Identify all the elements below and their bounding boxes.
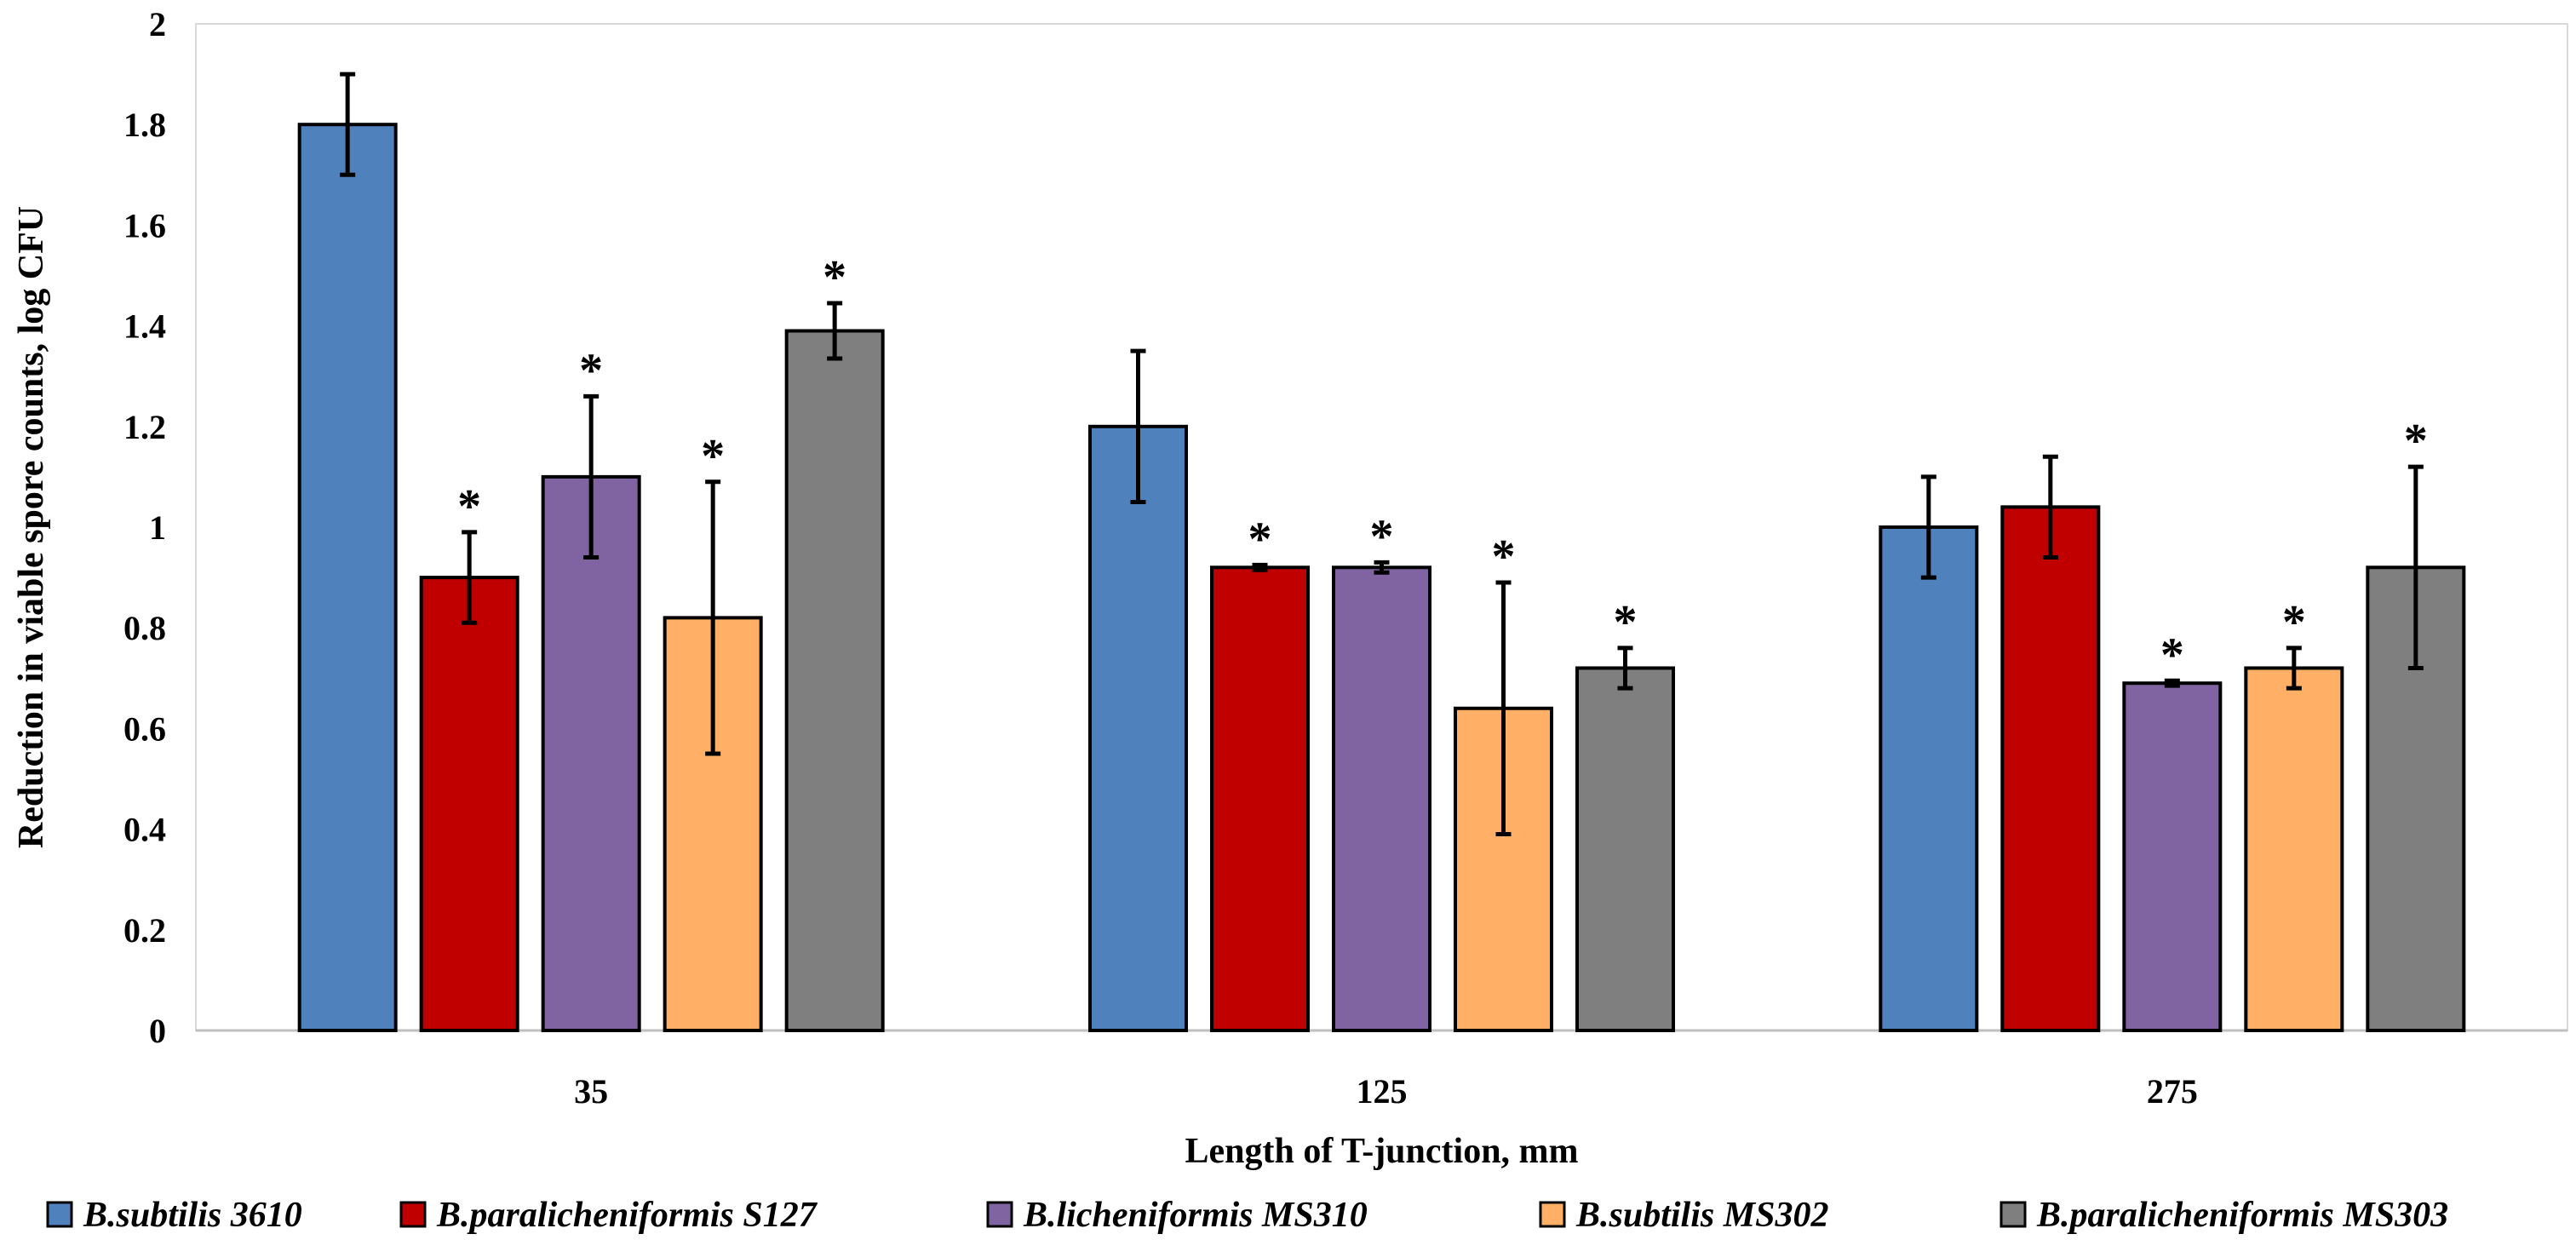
legend-label: B.paralicheniformis S127 (436, 1196, 818, 1235)
y-tick-label: 0.4 (123, 811, 166, 849)
y-tick-label: 0.8 (123, 609, 166, 647)
significance-star: * (1614, 596, 1638, 649)
significance-star: * (2160, 628, 2184, 681)
significance-star: * (579, 344, 603, 397)
y-tick-label: 0 (149, 1012, 166, 1050)
legend-swatch (986, 1201, 1013, 1228)
bar (1210, 565, 1310, 1032)
x-axis-title: Length of T-junction, mm (1185, 1132, 1578, 1171)
significance-star: * (1492, 531, 1516, 583)
legend-swatch (46, 1201, 73, 1228)
bar (419, 576, 519, 1032)
y-tick-label: 1 (149, 508, 166, 547)
bar (2122, 681, 2223, 1033)
legend-label: B.paralicheniformis MS303 (2036, 1196, 2448, 1235)
significance-star: * (457, 480, 481, 533)
legend-label: B.subtilis MS302 (1575, 1196, 1828, 1235)
significance-star: * (823, 251, 846, 304)
bars-group (297, 123, 2466, 1033)
bar (297, 123, 398, 1033)
y-tick-label: 1.6 (123, 206, 166, 244)
bar (2000, 505, 2101, 1032)
bar (1332, 565, 1431, 1032)
significance-markers-group: * * * * * * * * * * * (457, 251, 2428, 681)
error-bars-group (340, 72, 2424, 837)
legend: B.subtilis 3610 B.paralicheniformis S127 B… (46, 1196, 2448, 1235)
y-tick-label: 2 (149, 5, 166, 43)
y-tick-label: 1.2 (123, 408, 166, 446)
x-tick-label: 275 (2147, 1072, 2198, 1111)
legend-swatch (399, 1201, 427, 1228)
x-tick-label: 125 (1357, 1072, 1408, 1111)
legend-swatch (1999, 1201, 2027, 1228)
bar (541, 474, 641, 1032)
significance-star: * (1370, 510, 1394, 563)
y-tick-label: 0.6 (123, 709, 166, 748)
bar (1879, 525, 1979, 1032)
y-tick-label: 0.2 (123, 911, 166, 950)
legend-label: B.licheniformis MS310 (1023, 1196, 1368, 1235)
bar (784, 329, 885, 1032)
significance-star: * (1248, 513, 1272, 565)
significance-star: * (2404, 415, 2428, 468)
tick-labels-group: 0 0.2 0.4 0.6 0.8 1 1.2 1.4 1.6 1.8 2 35 125 275 (123, 5, 2198, 1111)
legend-swatch (1539, 1201, 1566, 1228)
legend-label: B.subtilis 3610 (83, 1196, 302, 1235)
bar (1575, 666, 1675, 1032)
y-axis-title: Reduction in viable spore counts, log CF… (12, 206, 51, 848)
significance-star: * (701, 430, 725, 483)
bar (2244, 666, 2344, 1032)
y-tick-label: 1.4 (123, 307, 166, 346)
x-tick-label: 35 (574, 1072, 608, 1111)
bar (1088, 424, 1188, 1032)
significance-star: * (2282, 596, 2306, 649)
y-tick-label: 1.8 (123, 106, 166, 144)
